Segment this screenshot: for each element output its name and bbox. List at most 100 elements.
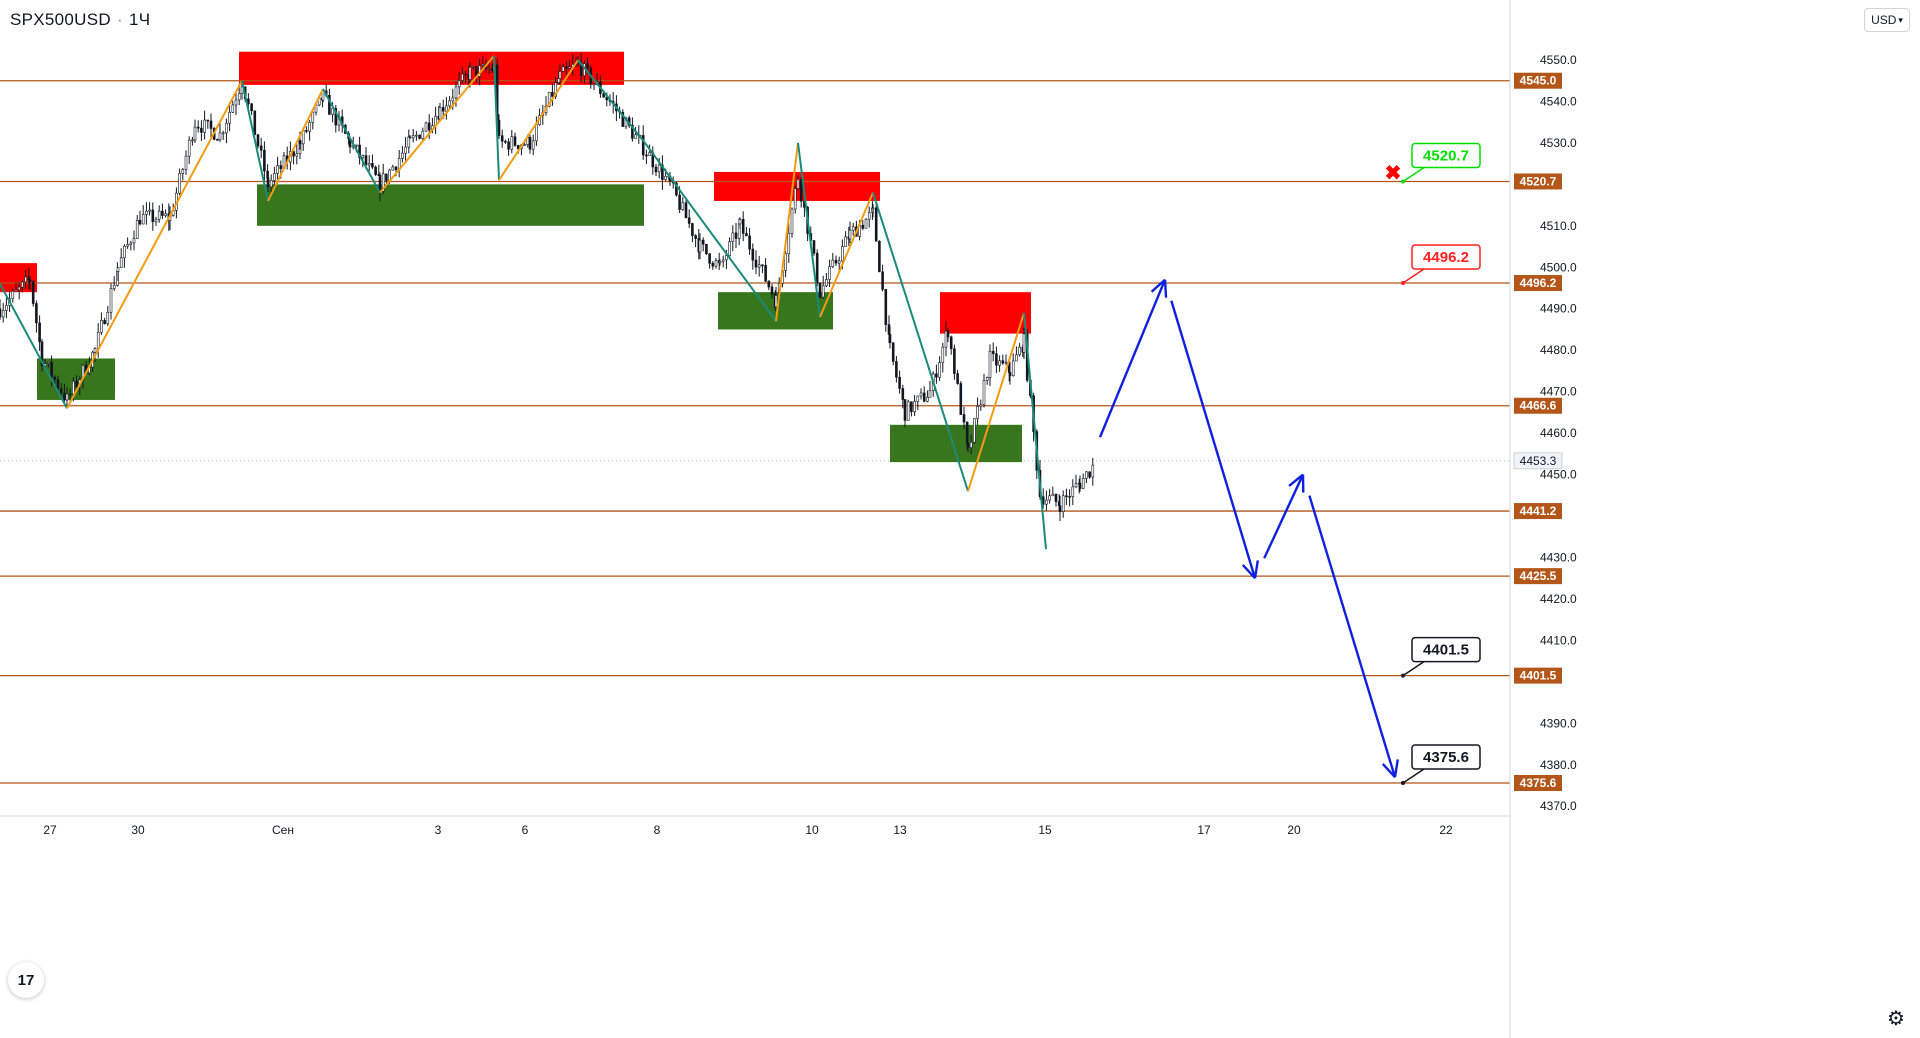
candle-body — [100, 320, 103, 333]
candle-body — [523, 144, 526, 146]
gear-icon[interactable]: ⚙ — [1887, 1007, 1905, 1030]
candle-body — [106, 312, 110, 325]
level-price-label: 4545.0 — [1520, 74, 1557, 88]
candle-body — [203, 119, 206, 133]
price-tick-label: 4530.0 — [1540, 136, 1577, 150]
price-tick-label: 4550.0 — [1540, 53, 1577, 67]
price-tick-label: 4430.0 — [1540, 550, 1577, 564]
candle-body — [116, 267, 120, 272]
candle-body — [53, 376, 57, 380]
time-axis[interactable]: 27 30 Сен 3 6 8 10 13 15 17 20 22 — [0, 815, 1510, 837]
forecast-arrowhead — [1288, 473, 1304, 487]
forecast-arrowhead — [1393, 759, 1399, 778]
candle-body — [561, 66, 565, 72]
candle-body — [675, 182, 678, 196]
candle-body — [135, 220, 139, 239]
forecast-arrowhead — [1163, 279, 1168, 298]
candle-body — [551, 91, 554, 97]
candle-body — [684, 202, 688, 219]
candle-body — [461, 73, 464, 81]
candle-body — [24, 276, 27, 283]
candle-body — [969, 441, 973, 448]
candle-body — [72, 380, 75, 395]
candle-body — [507, 141, 510, 150]
price-axis[interactable]: 4550.0 4540.0 4530.0 4510.0 4500.0 4490.0 4480… — [1509, 0, 1577, 1038]
candle-body — [910, 401, 913, 413]
candle-body — [374, 166, 377, 175]
date-tick-label: 15 — [1038, 823, 1052, 837]
candle-body — [708, 253, 711, 264]
candle-body — [305, 130, 308, 132]
symbol-title[interactable]: SPX500USD · 1Ч — [10, 10, 150, 30]
candle-body — [1091, 464, 1095, 478]
candle-body — [457, 80, 461, 88]
price-tick-label: 4450.0 — [1540, 468, 1577, 482]
candle-body — [959, 383, 963, 415]
zigzag-segment — [0, 283, 68, 409]
price-tick-label: 4500.0 — [1540, 260, 1577, 274]
candle-body — [966, 443, 970, 448]
candle-body — [818, 282, 822, 298]
candle-body — [784, 253, 787, 271]
candle-body — [276, 165, 279, 174]
candle-body — [231, 104, 235, 113]
candle-body — [547, 91, 551, 107]
candle-body — [903, 399, 907, 421]
price-tick-label: 4480.0 — [1540, 343, 1577, 357]
candle-body — [568, 66, 571, 69]
candle-body — [1048, 495, 1051, 501]
callout-box — [1411, 142, 1481, 169]
candle-body — [991, 350, 995, 354]
candle-body — [928, 390, 932, 398]
candle-body — [1054, 493, 1058, 502]
candle-body — [965, 421, 969, 444]
candle-body — [1065, 495, 1068, 498]
separator-dot: · — [116, 10, 123, 29]
candle-body — [1058, 505, 1062, 512]
candle-body — [40, 341, 44, 367]
currency-button[interactable]: USD ▾ — [1864, 8, 1910, 32]
candle-body — [878, 240, 881, 273]
candle-body — [1061, 495, 1065, 512]
candle-body — [129, 242, 133, 245]
candle-body — [861, 224, 865, 229]
candle-body — [404, 146, 407, 154]
level-price-label: 4520.7 — [1520, 174, 1557, 188]
forecast-arrow — [1263, 474, 1305, 559]
candle-body — [516, 145, 520, 149]
callout-pointer — [1402, 768, 1425, 784]
candle-body — [464, 73, 467, 76]
candle-body — [471, 66, 475, 68]
candle-body — [184, 155, 188, 170]
candle-body — [631, 124, 634, 139]
candle-body — [394, 166, 398, 171]
candle-body — [812, 240, 816, 254]
candle-body — [181, 169, 185, 174]
tradingview-logo[interactable]: 17 — [8, 962, 44, 998]
candle-body — [256, 134, 260, 147]
candle-body — [421, 130, 425, 139]
candle-body — [355, 144, 358, 147]
candle-body — [196, 126, 200, 129]
candle-body — [1088, 471, 1091, 478]
candle-body — [11, 290, 15, 300]
candle-body — [828, 266, 831, 280]
callout-anchor-dot — [1401, 781, 1405, 785]
candle-body — [56, 379, 60, 389]
candle-body — [554, 82, 557, 97]
candle-body — [701, 239, 705, 245]
candle-body — [63, 392, 66, 401]
callout-box — [1411, 744, 1481, 770]
level-price-label: 4496.2 — [1520, 276, 1557, 290]
candle-body — [528, 136, 532, 150]
forecast-arrowhead — [1381, 763, 1396, 779]
candle-body — [216, 139, 219, 141]
candle-body — [687, 217, 691, 224]
candle-body — [825, 279, 828, 287]
candle-body — [145, 210, 148, 215]
candle-body — [926, 396, 929, 402]
candle-body — [96, 331, 100, 349]
level-price-label: 4375.6 — [1520, 776, 1557, 790]
price-tick-label: 4470.0 — [1540, 385, 1577, 399]
